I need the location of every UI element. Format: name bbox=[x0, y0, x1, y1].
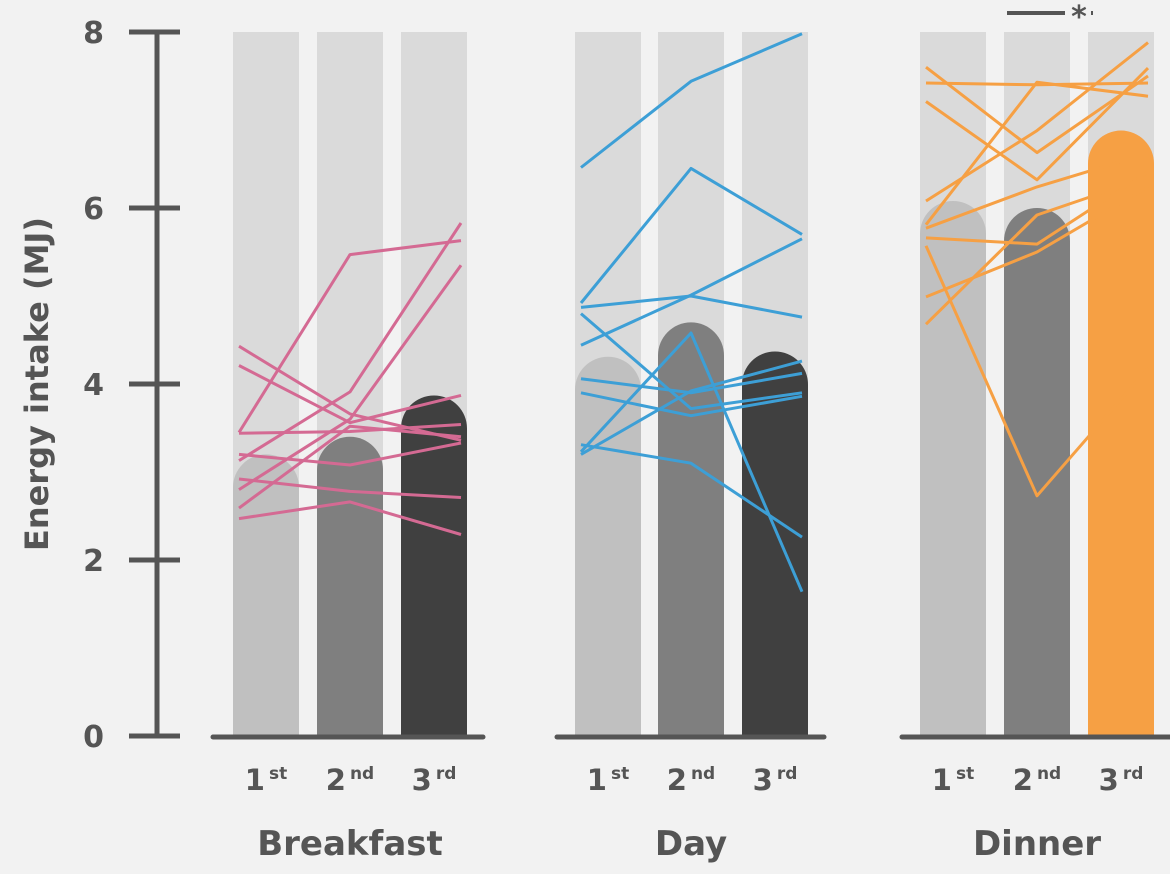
participant-line-dinner-9 bbox=[925, 185, 1149, 299]
participant-line-dinner-2 bbox=[925, 81, 1149, 87]
mean-bar-day-2 bbox=[658, 322, 724, 736]
participant-line-day-4 bbox=[580, 312, 803, 411]
y-tick-label-4: 4 bbox=[83, 368, 104, 403]
axes bbox=[129, 11, 1170, 740]
participant-line-day-6 bbox=[580, 371, 803, 395]
panel-label-day: Day bbox=[655, 824, 727, 864]
participant-line-breakfast-9 bbox=[238, 424, 462, 510]
y-tick-label-8: 8 bbox=[83, 16, 104, 51]
mean-bar-breakfast-2 bbox=[317, 436, 383, 736]
participant-line-dinner-7 bbox=[925, 170, 1149, 246]
participant-line-breakfast-4 bbox=[238, 423, 462, 435]
mean-bar-dinner-1 bbox=[920, 200, 986, 736]
participant-line-dinner-8 bbox=[924, 245, 1150, 498]
participant-line-day-1 bbox=[580, 32, 803, 169]
mean-bar-day-1 bbox=[575, 356, 641, 736]
participant-line-breakfast-5 bbox=[238, 441, 462, 467]
y-axis-label: Energy intake (MJ) bbox=[18, 217, 56, 551]
participant-line-breakfast-10 bbox=[238, 500, 462, 536]
participant-line-breakfast-2 bbox=[238, 364, 462, 425]
participant-line-day-2 bbox=[579, 166, 803, 304]
participant-line-breakfast-6 bbox=[238, 222, 463, 462]
y-tick-label-2: 2 bbox=[83, 544, 104, 579]
participant-line-day-7 bbox=[580, 391, 803, 418]
y-tick-label-6: 6 bbox=[83, 192, 104, 227]
participant-line-breakfast-1 bbox=[238, 344, 462, 442]
mean-bar-breakfast-1 bbox=[233, 454, 299, 736]
mean-bar-dinner-3 bbox=[1088, 130, 1154, 736]
mean-bars bbox=[233, 130, 1154, 736]
participant-line-dinner-5 bbox=[924, 80, 1149, 226]
participant-line-day-10 bbox=[580, 359, 803, 456]
participant-line-day-9 bbox=[579, 331, 804, 593]
panel-label-breakfast: Breakfast bbox=[257, 824, 443, 864]
y-tick-label-0: 0 bbox=[83, 720, 104, 755]
mean-bar-dinner-2 bbox=[1004, 208, 1070, 736]
participant-lines bbox=[237, 32, 1150, 593]
mean-bar-breakfast-3 bbox=[401, 395, 467, 736]
participant-line-day-5 bbox=[580, 237, 803, 347]
participant-line-breakfast-8 bbox=[238, 264, 463, 491]
participant-line-dinner-3 bbox=[925, 67, 1150, 182]
mean-bar-day-3 bbox=[742, 351, 808, 736]
participant-line-dinner-10 bbox=[924, 175, 1149, 326]
participant-line-dinner-6 bbox=[925, 151, 1149, 230]
participant-line-dinner-1 bbox=[925, 66, 1149, 155]
participant-line-day-8 bbox=[580, 443, 803, 539]
significance-marker: * bbox=[1071, 0, 1087, 35]
participant-line-breakfast-7 bbox=[238, 477, 462, 499]
panel-label-dinner: Dinner bbox=[973, 824, 1101, 864]
participant-line-breakfast-3 bbox=[237, 239, 462, 434]
